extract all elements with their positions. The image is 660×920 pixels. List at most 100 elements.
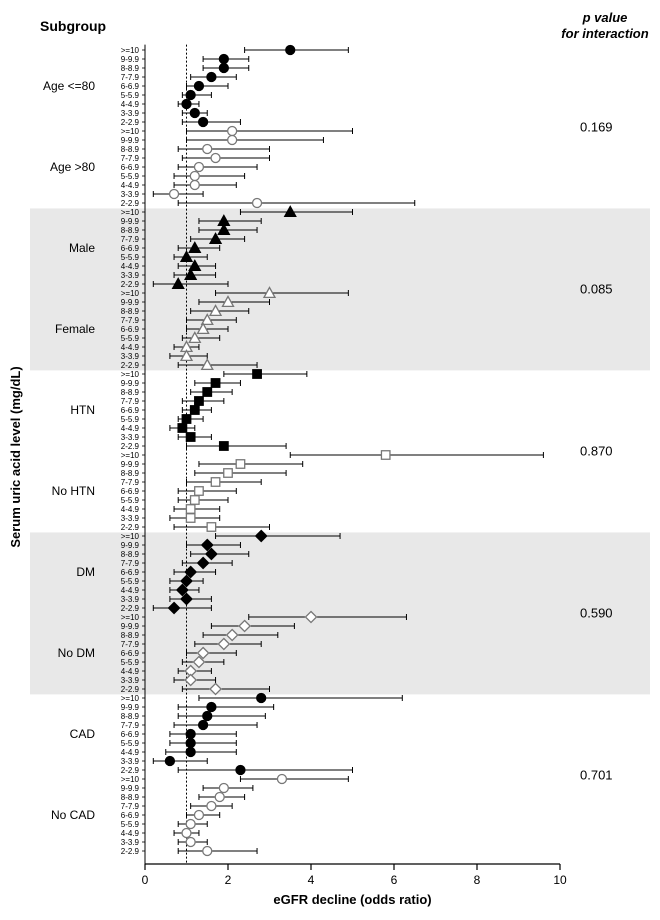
svg-text:4-4.9: 4-4.9 — [121, 343, 140, 352]
svg-text:3-3.9: 3-3.9 — [121, 433, 140, 442]
svg-text:2-2.9: 2-2.9 — [121, 361, 140, 370]
svg-text:9-9.9: 9-9.9 — [121, 622, 140, 631]
svg-text:7-7.9: 7-7.9 — [121, 559, 140, 568]
svg-text:4-4.9: 4-4.9 — [121, 262, 140, 271]
svg-text:7-7.9: 7-7.9 — [121, 73, 140, 82]
svg-text:HTN: HTN — [70, 403, 95, 417]
svg-text:8-8.9: 8-8.9 — [121, 631, 140, 640]
svg-text:4-4.9: 4-4.9 — [121, 181, 140, 190]
svg-text:5-5.9: 5-5.9 — [121, 334, 140, 343]
svg-text:2-2.9: 2-2.9 — [121, 523, 140, 532]
svg-text:0.590: 0.590 — [580, 605, 613, 620]
svg-text:>=10: >=10 — [121, 613, 140, 622]
svg-text:6-6.9: 6-6.9 — [121, 649, 140, 658]
svg-text:5-5.9: 5-5.9 — [121, 820, 140, 829]
svg-text:>=10: >=10 — [121, 289, 140, 298]
svg-text:3-3.9: 3-3.9 — [121, 838, 140, 847]
svg-text:3-3.9: 3-3.9 — [121, 676, 140, 685]
svg-text:6-6.9: 6-6.9 — [121, 487, 140, 496]
svg-text:5-5.9: 5-5.9 — [121, 658, 140, 667]
svg-text:7-7.9: 7-7.9 — [121, 154, 140, 163]
svg-text:2-2.9: 2-2.9 — [121, 199, 140, 208]
svg-text:8-8.9: 8-8.9 — [121, 64, 140, 73]
svg-text:4-4.9: 4-4.9 — [121, 424, 140, 433]
svg-text:8-8.9: 8-8.9 — [121, 793, 140, 802]
svg-text:7-7.9: 7-7.9 — [121, 397, 140, 406]
svg-text:9-9.9: 9-9.9 — [121, 460, 140, 469]
svg-text:2: 2 — [225, 873, 232, 887]
svg-text:6-6.9: 6-6.9 — [121, 811, 140, 820]
svg-text:8: 8 — [474, 873, 481, 887]
svg-text:4: 4 — [308, 873, 315, 887]
svg-text:8-8.9: 8-8.9 — [121, 145, 140, 154]
svg-text:0: 0 — [142, 873, 149, 887]
svg-text:Male: Male — [69, 241, 95, 255]
svg-text:No CAD: No CAD — [51, 808, 95, 822]
svg-text:>=10: >=10 — [121, 46, 140, 55]
svg-text:6-6.9: 6-6.9 — [121, 406, 140, 415]
svg-text:9-9.9: 9-9.9 — [121, 541, 140, 550]
svg-text:8-8.9: 8-8.9 — [121, 226, 140, 235]
svg-text:7-7.9: 7-7.9 — [121, 478, 140, 487]
svg-text:9-9.9: 9-9.9 — [121, 217, 140, 226]
svg-text:6-6.9: 6-6.9 — [121, 325, 140, 334]
svg-text:6-6.9: 6-6.9 — [121, 163, 140, 172]
svg-text:4-4.9: 4-4.9 — [121, 748, 140, 757]
svg-text:2-2.9: 2-2.9 — [121, 280, 140, 289]
subgroup-header: Subgroup — [40, 18, 106, 34]
svg-text:10: 10 — [553, 873, 567, 887]
plot-svg: 0 2 4 6 8 10 eGFR decline (odds ratio) Serum ur… — [0, 0, 660, 920]
svg-text:9-9.9: 9-9.9 — [121, 703, 140, 712]
svg-text:2-2.9: 2-2.9 — [121, 766, 140, 775]
svg-text:4-4.9: 4-4.9 — [121, 100, 140, 109]
svg-text:Age >80: Age >80 — [50, 160, 95, 174]
svg-text:0.701: 0.701 — [580, 767, 613, 782]
forest-plot: Subgroup p value for interaction 0 2 4 6 8 10… — [0, 0, 660, 920]
svg-text:3-3.9: 3-3.9 — [121, 190, 140, 199]
svg-text:6: 6 — [391, 873, 398, 887]
svg-text:Serum uric acid level (mg/dL): Serum uric acid level (mg/dL) — [8, 366, 23, 547]
svg-text:9-9.9: 9-9.9 — [121, 379, 140, 388]
svg-text:8-8.9: 8-8.9 — [121, 469, 140, 478]
svg-text:3-3.9: 3-3.9 — [121, 757, 140, 766]
svg-text:3-3.9: 3-3.9 — [121, 514, 140, 523]
svg-text:eGFR decline (odds ratio): eGFR decline (odds ratio) — [273, 892, 431, 907]
svg-text:6-6.9: 6-6.9 — [121, 244, 140, 253]
svg-text:0.085: 0.085 — [580, 281, 613, 296]
svg-text:7-7.9: 7-7.9 — [121, 721, 140, 730]
svg-text:6-6.9: 6-6.9 — [121, 82, 140, 91]
svg-text:7-7.9: 7-7.9 — [121, 235, 140, 244]
svg-text:>=10: >=10 — [121, 127, 140, 136]
svg-text:3-3.9: 3-3.9 — [121, 109, 140, 118]
svg-text:2-2.9: 2-2.9 — [121, 604, 140, 613]
svg-text:2-2.9: 2-2.9 — [121, 118, 140, 127]
svg-text:5-5.9: 5-5.9 — [121, 577, 140, 586]
svg-text:7-7.9: 7-7.9 — [121, 316, 140, 325]
svg-text:DM: DM — [76, 565, 95, 579]
svg-text:0.169: 0.169 — [580, 119, 613, 134]
svg-text:8-8.9: 8-8.9 — [121, 307, 140, 316]
svg-text:>=10: >=10 — [121, 451, 140, 460]
svg-text:4-4.9: 4-4.9 — [121, 586, 140, 595]
svg-text:0.870: 0.870 — [580, 443, 613, 458]
svg-text:6-6.9: 6-6.9 — [121, 568, 140, 577]
svg-text:5-5.9: 5-5.9 — [121, 172, 140, 181]
svg-text:9-9.9: 9-9.9 — [121, 136, 140, 145]
svg-text:6-6.9: 6-6.9 — [121, 730, 140, 739]
svg-text:3-3.9: 3-3.9 — [121, 271, 140, 280]
svg-text:8-8.9: 8-8.9 — [121, 712, 140, 721]
svg-text:4-4.9: 4-4.9 — [121, 829, 140, 838]
svg-text:Female: Female — [55, 322, 95, 336]
svg-text:>=10: >=10 — [121, 370, 140, 379]
svg-text:3-3.9: 3-3.9 — [121, 352, 140, 361]
svg-text:5-5.9: 5-5.9 — [121, 496, 140, 505]
pvalue-header: p value for interaction — [555, 10, 655, 41]
svg-text:5-5.9: 5-5.9 — [121, 739, 140, 748]
svg-text:No DM: No DM — [58, 646, 95, 660]
svg-text:No HTN: No HTN — [52, 484, 95, 498]
svg-text:2-2.9: 2-2.9 — [121, 685, 140, 694]
svg-text:8-8.9: 8-8.9 — [121, 388, 140, 397]
svg-text:7-7.9: 7-7.9 — [121, 640, 140, 649]
svg-text:4-4.9: 4-4.9 — [121, 505, 140, 514]
svg-text:9-9.9: 9-9.9 — [121, 298, 140, 307]
